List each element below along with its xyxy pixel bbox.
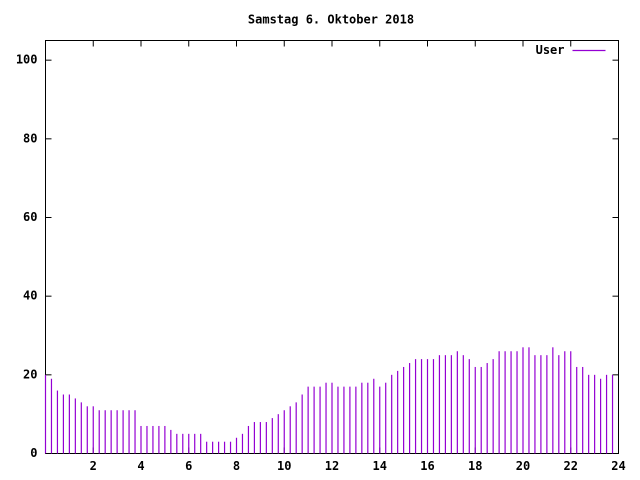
x-tick-label: 18 bbox=[468, 459, 482, 473]
legend-label: User bbox=[536, 43, 565, 57]
y-tick-label: 40 bbox=[23, 289, 37, 303]
x-tick-label: 16 bbox=[420, 459, 434, 473]
x-tick-label: 4 bbox=[137, 459, 144, 473]
x-tick-label: 24 bbox=[611, 459, 625, 473]
x-tick-label: 22 bbox=[564, 459, 578, 473]
x-tick-label: 6 bbox=[185, 459, 192, 473]
x-tick-label: 20 bbox=[516, 459, 530, 473]
y-tick-label: 80 bbox=[23, 131, 37, 145]
x-tick-label: 12 bbox=[325, 459, 339, 473]
x-tick-label: 10 bbox=[277, 459, 291, 473]
x-tick-label: 14 bbox=[373, 459, 387, 473]
y-tick-label: 100 bbox=[16, 53, 38, 67]
y-tick-label: 60 bbox=[23, 210, 37, 224]
chart-title: Samstag 6. Oktober 2018 bbox=[248, 13, 414, 27]
x-tick-label: 2 bbox=[90, 459, 97, 473]
y-tick-label: 0 bbox=[30, 446, 37, 460]
x-tick-label: 8 bbox=[233, 459, 240, 473]
y-tick-label: 20 bbox=[23, 367, 37, 381]
